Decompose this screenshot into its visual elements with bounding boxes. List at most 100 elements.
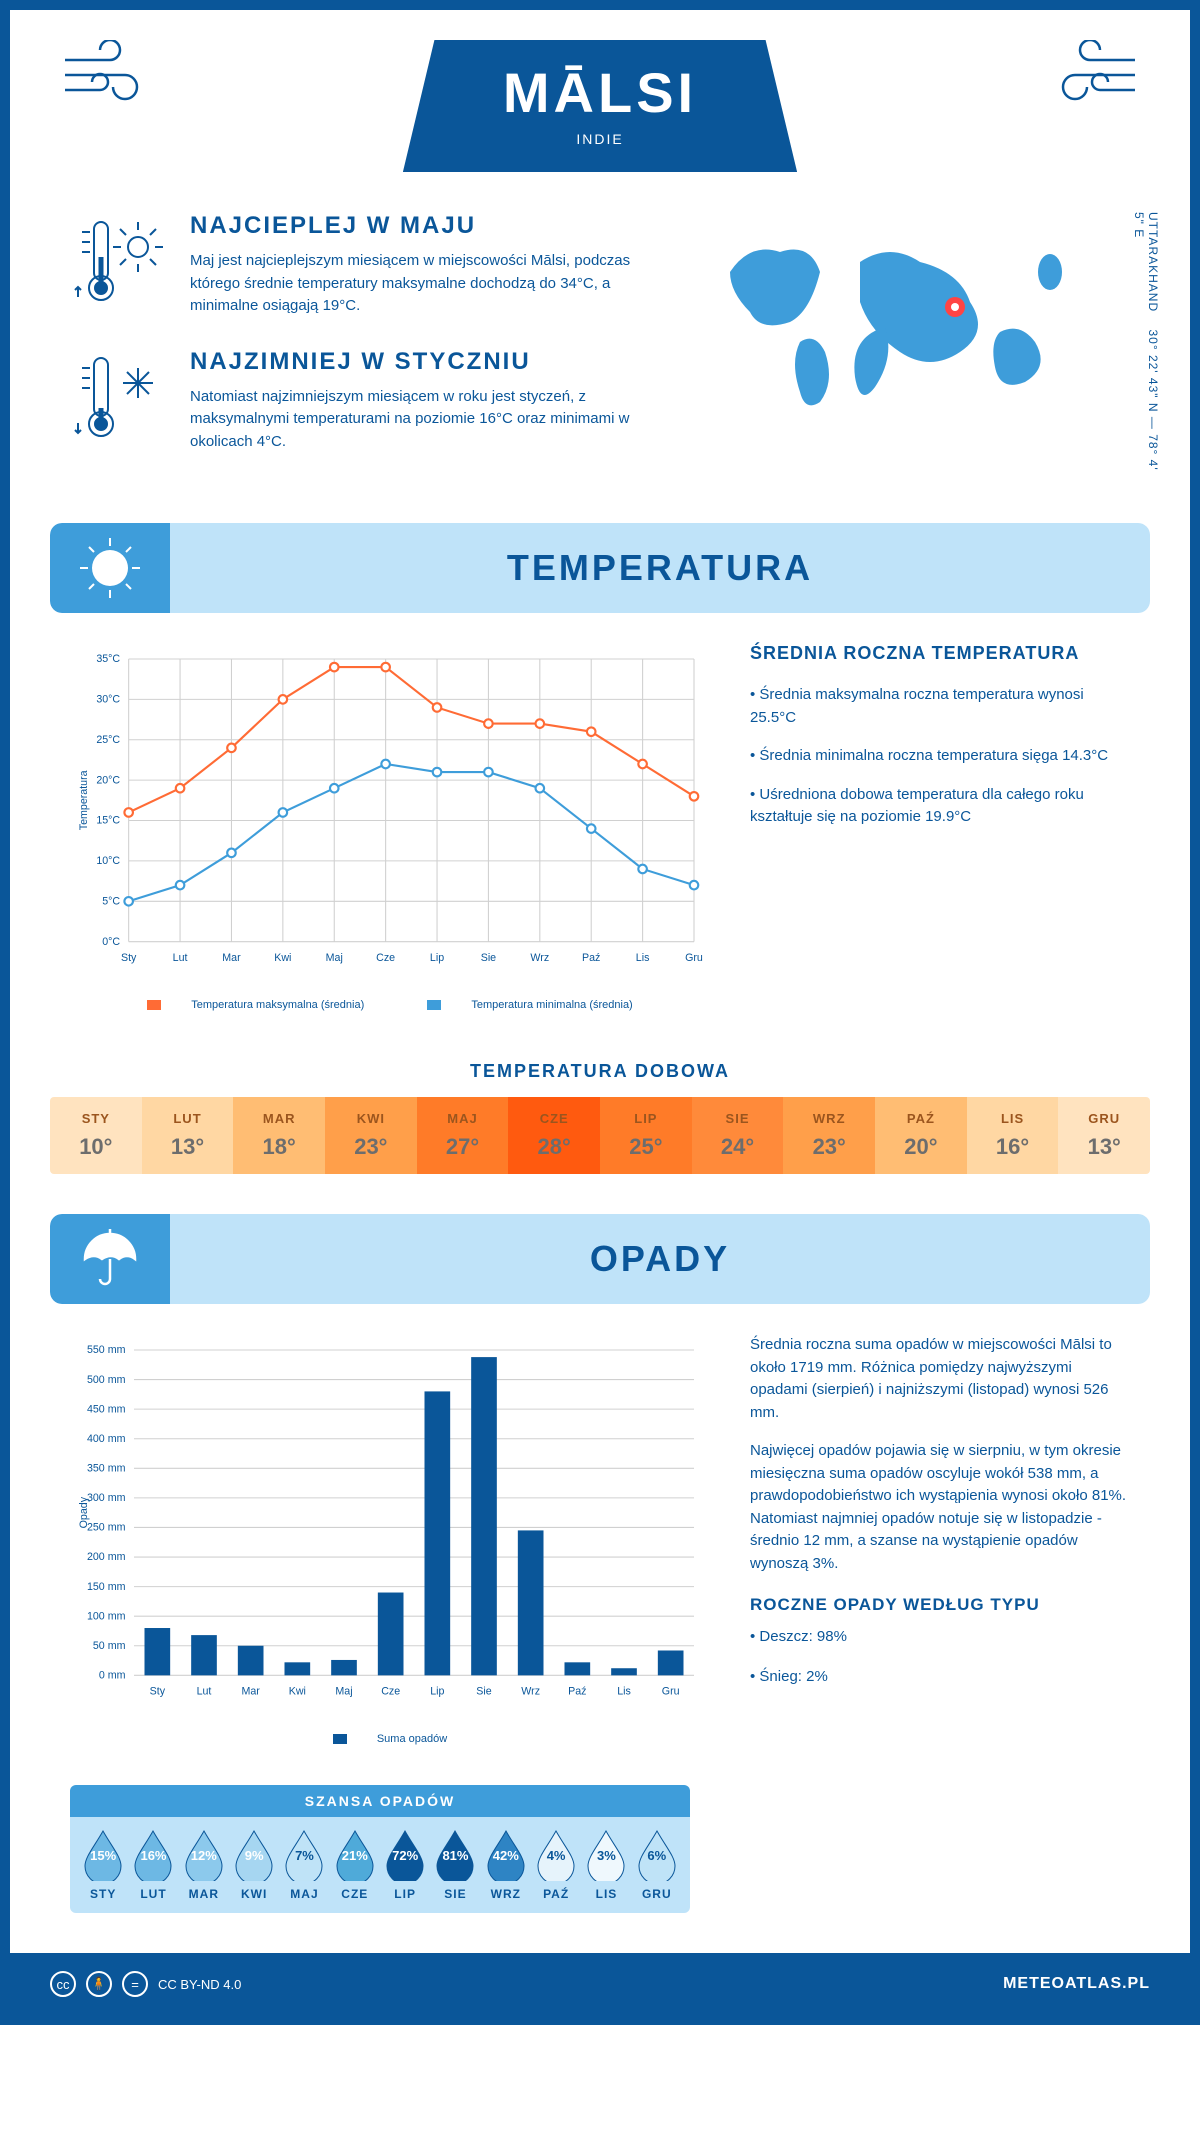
temp-cell: LUT 13° [142,1097,234,1174]
site-name: METEOATLAS.PL [1003,1975,1150,1993]
svg-text:0°C: 0°C [102,936,120,948]
cold-info: NAJZIMNIEJ W STYCZNIU Natomiast najzimni… [70,348,670,454]
svg-text:Wrz: Wrz [521,1686,540,1698]
daily-temp-title: TEMPERATURA DOBOWA [10,1061,1190,1082]
cold-text: Natomiast najzimniejszym miesiącem w rok… [190,386,670,454]
svg-text:Sie: Sie [481,952,496,964]
temp-cell: GRU 13° [1058,1097,1150,1174]
svg-text:Wrz: Wrz [530,952,549,964]
location-country: INDIE [503,131,697,147]
svg-text:Lut: Lut [197,1686,212,1698]
rain-chart-legend: Suma opadów [70,1733,710,1745]
svg-text:Sty: Sty [121,952,137,964]
svg-text:Cze: Cze [381,1686,400,1698]
svg-text:Sie: Sie [476,1686,491,1698]
svg-text:Maj: Maj [335,1686,352,1698]
rain-chance-cell: 3% LIS [581,1829,631,1901]
sun-icon [50,523,170,613]
svg-text:20°C: 20°C [96,774,120,786]
temp-cell: STY 10° [50,1097,142,1174]
rain-chance-cell: 16% LUT [128,1829,178,1901]
svg-text:0 mm: 0 mm [99,1670,126,1682]
hot-text: Maj jest najcieplejszym miesiącem w miej… [190,250,670,318]
license-text: CC BY-ND 4.0 [158,1977,241,1992]
cc-icon: cc [50,1971,76,1997]
rain-chance-block: SZANSA OPADÓW 15% STY 16% LUT 12% MAR 9% [70,1785,690,1913]
temperature-chart: 0°C5°C10°C15°C20°C25°C30°C35°CStyLutMarK… [70,643,710,1011]
svg-text:450 mm: 450 mm [87,1404,126,1416]
rain-chance-cell: 7% MAJ [279,1829,329,1901]
map-area: UTTARAKHAND 30° 22' 43" N — 78° 4' 5" E [710,212,1130,483]
svg-text:Opady: Opady [78,1497,90,1529]
temp-cell: KWI 23° [325,1097,417,1174]
temp-cell: MAJ 27° [417,1097,509,1174]
rain-section-header: OPADY [50,1214,1150,1304]
by-icon: 🧍 [86,1971,112,1997]
temp-summary-title: ŚREDNIA ROCZNA TEMPERATURA [750,643,1130,664]
svg-text:50 mm: 50 mm [93,1640,126,1652]
svg-text:Maj: Maj [326,952,343,964]
rain-chance-cell: 21% CZE [330,1829,380,1901]
svg-text:Paź: Paź [568,1686,586,1698]
svg-text:Mar: Mar [222,952,241,964]
svg-text:Paź: Paź [582,952,600,964]
rain-chance-cell: 4% PAŹ [531,1829,581,1901]
title-banner: MĀLSI INDIE [403,40,797,172]
svg-text:Cze: Cze [376,952,395,964]
umbrella-icon [50,1214,170,1304]
temp-cell: PAŹ 20° [875,1097,967,1174]
location-title: MĀLSI [503,60,697,125]
svg-text:350 mm: 350 mm [87,1463,126,1475]
nd-icon: = [122,1971,148,1997]
hot-info: NAJCIEPLEJ W MAJU Maj jest najcieplejszy… [70,212,670,318]
temp-cell: SIE 24° [692,1097,784,1174]
temp-cell: LIS 16° [967,1097,1059,1174]
temp-chart-legend: Temperatura maksymalna (średnia) Tempera… [70,999,710,1011]
rain-chance-cell: 72% LIP [380,1829,430,1901]
svg-text:200 mm: 200 mm [87,1552,126,1564]
temperature-section-header: TEMPERATURA [50,523,1150,613]
rain-section-title: OPADY [170,1238,1150,1280]
rain-chance-cell: 15% STY [78,1829,128,1901]
wind-icon [60,40,150,120]
svg-text:Kwi: Kwi [289,1686,306,1698]
temp-cell: LIP 25° [600,1097,692,1174]
svg-text:15°C: 15°C [96,815,120,827]
rain-summary: Średnia roczna suma opadów w miejscowośc… [750,1334,1130,1745]
rain-chart: 0 mm50 mm100 mm150 mm200 mm250 mm300 mm3… [70,1334,710,1745]
wind-icon [1050,40,1140,120]
svg-text:10°C: 10°C [96,855,120,867]
svg-text:Temperatura: Temperatura [78,770,90,830]
footer: cc 🧍 = CC BY-ND 4.0 METEOATLAS.PL [10,1953,1190,2015]
svg-text:100 mm: 100 mm [87,1611,126,1623]
rain-chance-cell: 9% KWI [229,1829,279,1901]
intro-section: NAJCIEPLEJ W MAJU Maj jest najcieplejszy… [10,192,1190,513]
world-map-icon [710,212,1090,432]
svg-text:Kwi: Kwi [274,952,291,964]
svg-text:30°C: 30°C [96,694,120,706]
svg-text:150 mm: 150 mm [87,1581,126,1593]
cold-title: NAJZIMNIEJ W STYCZNIU [190,348,670,376]
svg-text:Lut: Lut [173,952,188,964]
svg-text:Lis: Lis [636,952,650,964]
svg-text:Lip: Lip [430,952,444,964]
temp-cell: WRZ 23° [783,1097,875,1174]
daily-temp-table: STY 10° LUT 13° MAR 18° KWI 23° MAJ 27° … [50,1097,1150,1174]
svg-text:35°C: 35°C [96,653,120,665]
svg-text:25°C: 25°C [96,734,120,746]
svg-text:400 mm: 400 mm [87,1433,126,1445]
svg-text:250 mm: 250 mm [87,1522,126,1534]
svg-text:550 mm: 550 mm [87,1345,126,1357]
thermometer-hot-icon [70,212,170,312]
temp-cell: MAR 18° [233,1097,325,1174]
rain-chance-cell: 6% GRU [632,1829,682,1901]
svg-text:Sty: Sty [150,1686,166,1698]
svg-text:Lis: Lis [617,1686,631,1698]
rain-chance-cell: 12% MAR [179,1829,229,1901]
svg-text:Lip: Lip [430,1686,444,1698]
rain-type-block: ROCZNE OPADY WEDŁUG TYPU • Deszcz: 98% •… [750,1595,1130,1689]
coordinates: UTTARAKHAND 30° 22' 43" N — 78° 4' 5" E [1132,212,1160,483]
temp-cell: CZE 28° [508,1097,600,1174]
hot-title: NAJCIEPLEJ W MAJU [190,212,670,240]
svg-text:Gru: Gru [685,952,703,964]
